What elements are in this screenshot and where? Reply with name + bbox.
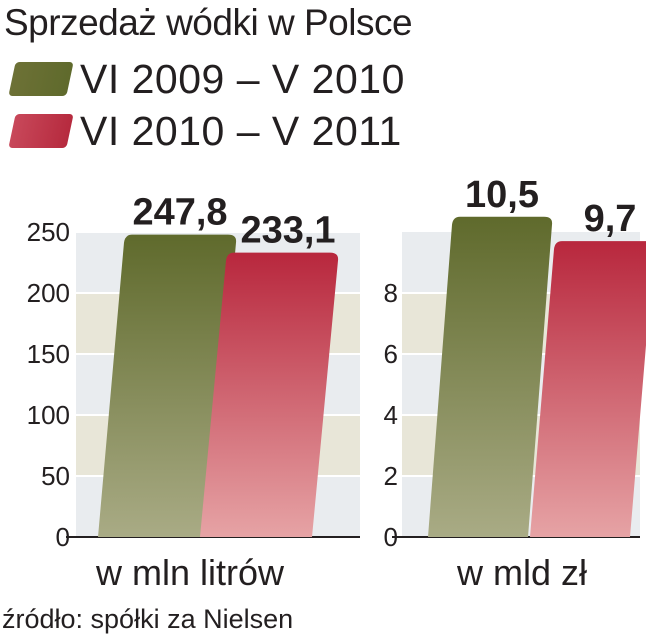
y-tick-label: 150 [27,339,70,369]
bar-2009-2010 [98,234,237,537]
y-tick-label: 0 [56,522,70,552]
y-tick-label: 200 [27,278,70,308]
bar-value-label: 9,7 [584,198,637,240]
legend-item-2010-2011: VI 2010 – V 2011 [6,107,402,154]
bar-value-label: 247,8 [132,192,227,234]
legend-label: VI 2009 – V 2010 [80,55,405,102]
bar-value-label: 10,5 [465,174,539,216]
legend-item-2009-2010: VI 2009 – V 2010 [6,55,405,102]
y-tick-label: 2 [384,461,398,491]
bar-2010-2011 [530,241,646,537]
bar-2010-2011 [200,252,339,538]
y-tick-label: 8 [384,278,398,308]
y-tick-label: 250 [27,217,70,247]
bar-value-label: 233,1 [240,210,335,252]
y-tick-label: 6 [384,339,398,369]
y-tick-label: 50 [41,461,70,491]
unit-label: w mln litrów [95,552,285,593]
y-tick-label: 4 [384,400,398,430]
y-tick-label: 0 [384,522,398,552]
bar-2009-2010 [428,216,553,537]
y-tick-label: 100 [27,400,70,430]
unit-label: w mld zł [456,552,587,593]
source-note: źródło: spółki za Nielsen [2,604,294,634]
legend-label: VI 2010 – V 2011 [80,107,402,154]
chart-title: Sprzedaż wódki w Polsce [4,2,413,43]
